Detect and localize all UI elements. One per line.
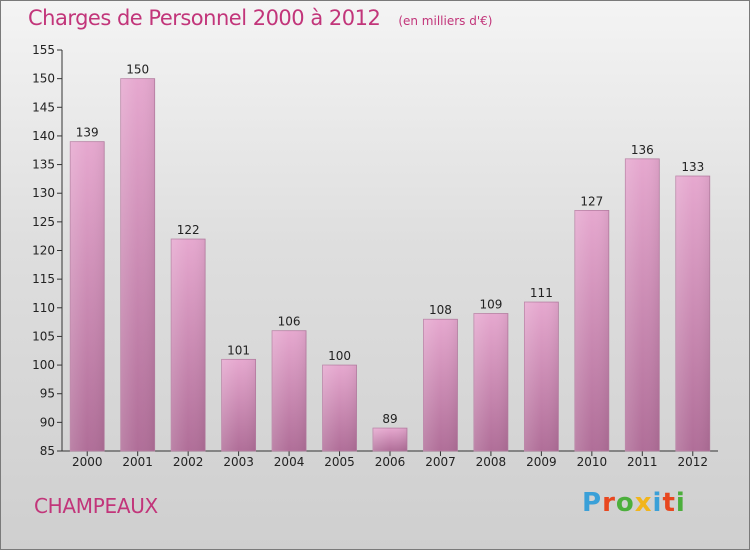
- bar-series: 139 150 122 101 106 100 89 108 109 111 127 136 133: [69, 63, 711, 452]
- y-tick-label: 90: [40, 415, 55, 429]
- bar-shine-2009: [524, 302, 559, 451]
- x-tick-label: 2008: [476, 455, 507, 469]
- bar-shine-2002: [171, 239, 206, 451]
- bar-shine-2003: [221, 359, 256, 451]
- bar-shine-2005: [322, 365, 357, 451]
- logo-letter: P: [582, 488, 603, 518]
- y-tick-label: 85: [40, 444, 55, 458]
- chart-subtitle: (en milliers d'€): [398, 14, 493, 28]
- bar-value-label: 108: [429, 303, 452, 317]
- bar-value-label: 136: [631, 143, 654, 157]
- x-tick-label: 2002: [173, 455, 204, 469]
- bar-value-label: 111: [530, 286, 553, 300]
- bar-value-label: 106: [278, 315, 301, 329]
- x-tick-label: 2006: [375, 455, 406, 469]
- logo-letter: o: [615, 488, 635, 518]
- bar-value-label: 150: [126, 63, 149, 77]
- y-tick-label: 105: [32, 329, 55, 343]
- y-tick-label: 125: [32, 215, 55, 229]
- commune-name: CHAMPEAUX: [34, 494, 158, 518]
- x-tick-label: 2001: [122, 455, 153, 469]
- y-tick-label: 120: [32, 244, 55, 258]
- y-tick-label: 155: [32, 43, 55, 57]
- bar-shine-2012: [675, 176, 710, 451]
- x-tick-label: 2011: [627, 455, 658, 469]
- chart-title-text: Charges de Personnel 2000 à 2012: [28, 6, 381, 30]
- bar-value-label: 127: [580, 194, 603, 208]
- y-tick-label: 150: [32, 72, 55, 86]
- logo-letter: x: [634, 488, 653, 518]
- bar-value-label: 122: [177, 223, 200, 237]
- bar-shine-2011: [625, 158, 660, 452]
- x-tick-label: 2004: [274, 455, 305, 469]
- y-tick-label: 130: [32, 186, 55, 200]
- bar-shine-2007: [423, 319, 458, 451]
- y-tick-label: 135: [32, 158, 55, 172]
- bar-shine-2008: [473, 313, 508, 451]
- logo-letter: t: [662, 488, 676, 518]
- x-tick-label: 2000: [72, 455, 103, 469]
- bar-value-label: 89: [382, 412, 397, 426]
- y-tick-label: 100: [32, 358, 55, 372]
- x-tick-label: 2003: [223, 455, 254, 469]
- bar-value-label: 139: [76, 126, 99, 140]
- x-tick-label: 2012: [677, 455, 708, 469]
- bar-value-label: 133: [681, 160, 704, 174]
- y-tick-label: 110: [32, 301, 55, 315]
- bar-value-label: 109: [479, 298, 502, 312]
- bar-shine-2006: [373, 428, 407, 451]
- bar-shine-2001: [120, 78, 155, 452]
- y-tick-label: 95: [40, 387, 55, 401]
- x-tick-label: 2010: [577, 455, 608, 469]
- bar-value-label: 100: [328, 349, 351, 363]
- bar-shine-2010: [574, 210, 609, 451]
- y-tick-label: 145: [32, 100, 55, 114]
- bar-shine-2000: [70, 141, 105, 451]
- logo-letter: r: [602, 488, 616, 518]
- y-axis: 85 90 95 100 105 110 115 120 125 130 135 140 145 150 1…: [32, 43, 63, 458]
- bar-shine-2004: [272, 330, 307, 451]
- y-tick-label: 140: [32, 129, 55, 143]
- x-tick-label: 2007: [425, 455, 456, 469]
- bar-value-label: 101: [227, 343, 250, 357]
- chart-title: Charges de Personnel 2000 à 2012 (en mill…: [28, 6, 492, 30]
- y-tick-label: 115: [32, 272, 55, 286]
- logo-letter: i: [675, 488, 686, 518]
- x-tick-label: 2009: [526, 455, 557, 469]
- proxiti-logo: Proxiti: [582, 488, 686, 518]
- x-axis: 2000 2001 2002 2003 2004 2005 2006 2007 2008 2009…: [62, 450, 718, 469]
- x-tick-label: 2005: [324, 455, 355, 469]
- logo-letter: i: [652, 488, 663, 518]
